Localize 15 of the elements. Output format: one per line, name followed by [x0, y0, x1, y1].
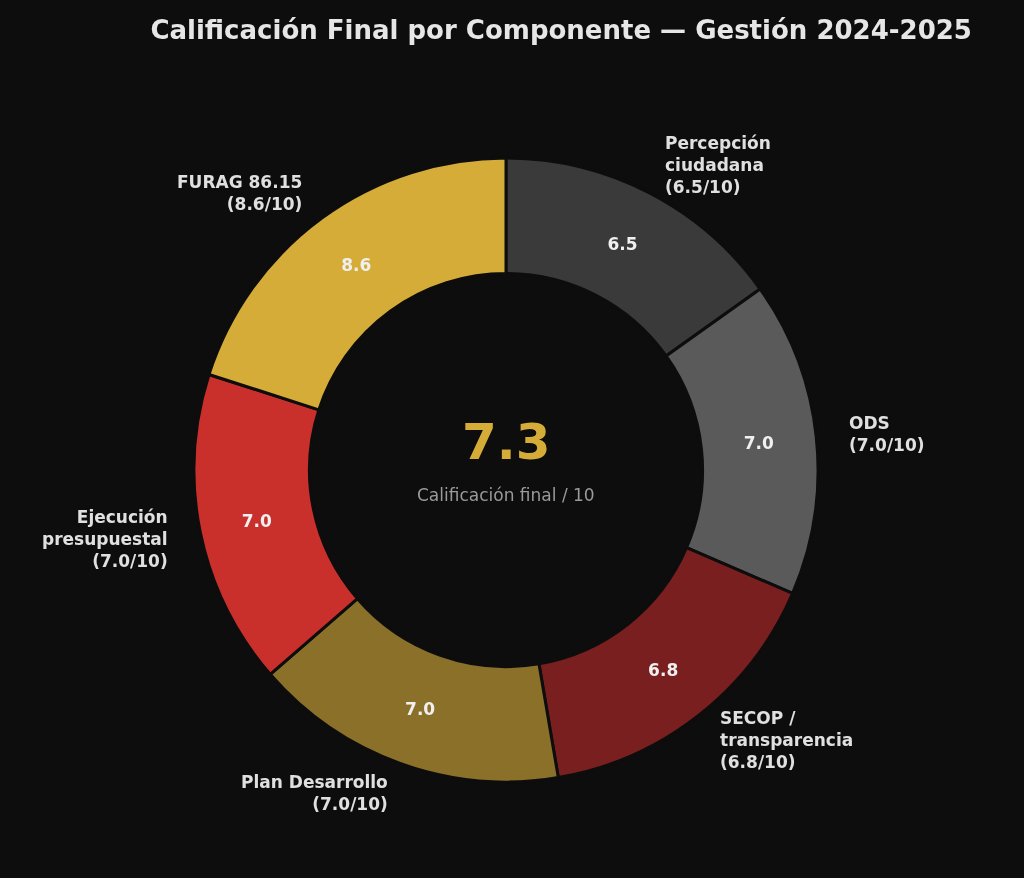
slice-label: Plan Desarrollo (7.0/10): [241, 772, 388, 815]
slice-label: SECOP / transparencia (6.8/10): [720, 708, 854, 773]
text: Calificación final / 10: [417, 485, 595, 505]
text: 7.3: [462, 413, 551, 471]
data-label: 7.0: [241, 510, 272, 531]
data-label: 6.5: [607, 233, 638, 254]
slice-label: Ejecución presupuestal (7.0/10): [42, 507, 168, 572]
slice-label: ODS (7.0/10): [849, 413, 925, 456]
data-label: 8.6: [341, 254, 372, 275]
data-label: 7.0: [405, 699, 436, 720]
slice-label: Percepción ciudadana (6.5/10): [665, 133, 771, 198]
data-label: 7.0: [743, 433, 774, 454]
slice-label: FURAG 86.15 (8.6/10): [177, 172, 303, 215]
data-label: 6.8: [648, 659, 679, 680]
chart-title: Calificación Final por Componente — Gestión 2024-2025: [150, 15, 972, 46]
